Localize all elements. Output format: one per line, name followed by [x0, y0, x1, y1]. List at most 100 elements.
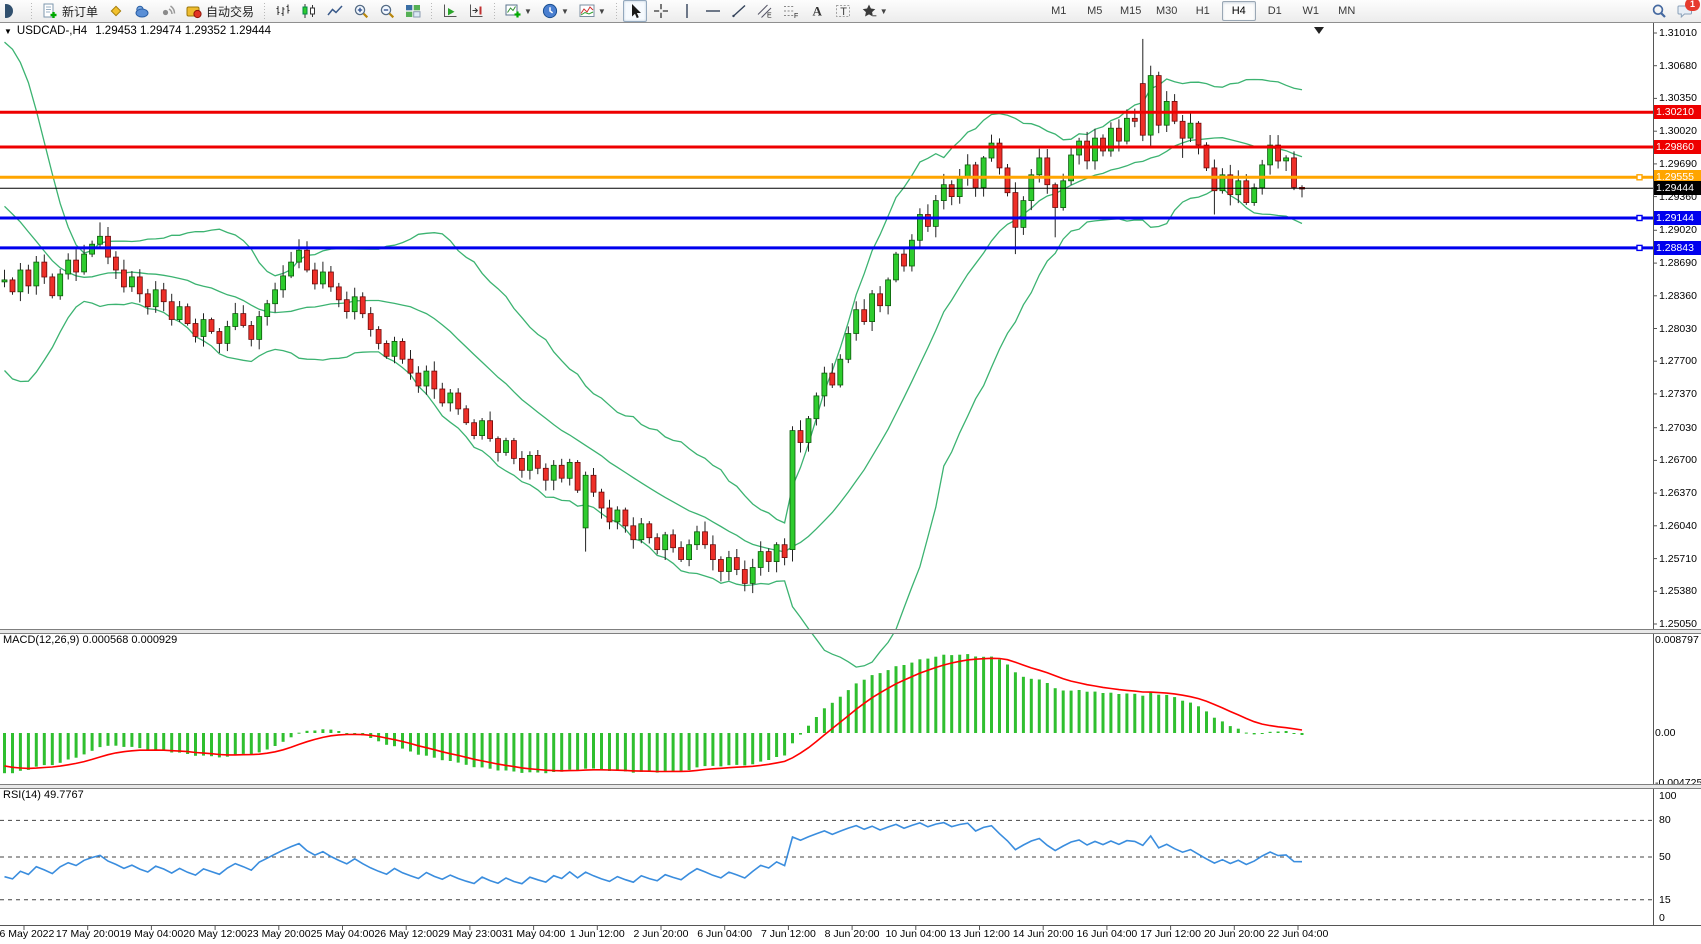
hline-button[interactable]	[701, 0, 725, 22]
price-tick-label: 1.25380	[1659, 585, 1697, 598]
time-tick-label: 20 May 12:00	[183, 928, 247, 940]
rsi-tick-label: 15	[1659, 893, 1671, 906]
timeframe-h4[interactable]: H4	[1221, 1, 1256, 21]
arrows-button[interactable]: ▼	[857, 0, 892, 22]
notification-badge: 1	[1685, 0, 1700, 11]
timeframe-h1[interactable]: H1	[1195, 5, 1210, 17]
rsi-tick-label: 50	[1659, 851, 1671, 863]
chart-title: ▼ USDCAD-,H4 1.29453 1.29474 1.29352 1.294…	[4, 25, 271, 37]
toolbar-grip[interactable]	[29, 3, 34, 19]
chevron-down-icon[interactable]: ▼	[597, 6, 606, 16]
svg-text:F: F	[794, 13, 798, 19]
timeframe-group: M1 M5 M15 M30 H1 H4 D1 W1 MN	[1041, 1, 1365, 21]
chart-shift-marker-icon[interactable]	[1314, 27, 1324, 34]
time-tick-label: 19 May 04:00	[119, 928, 184, 940]
clock-icon	[542, 3, 558, 19]
time-tick-label: 23 May 20:00	[246, 928, 311, 940]
toolbar-grip[interactable]	[262, 3, 268, 19]
indicators-button[interactable]: ▼	[575, 0, 610, 22]
timeframe-mn[interactable]: MN	[1338, 5, 1356, 17]
candles-icon	[302, 4, 316, 18]
profiles-button[interactable]: ▼	[538, 0, 573, 22]
price-tick-label: 1.30350	[1659, 92, 1697, 105]
timeframe-w1[interactable]: W1	[1302, 5, 1319, 17]
search-button[interactable]	[1647, 0, 1671, 22]
clipped-icon	[5, 4, 13, 18]
auto-scroll-button[interactable]	[438, 0, 462, 22]
hline-price-badge: 1.29860	[1654, 140, 1701, 154]
line-icon	[327, 5, 343, 16]
macd-tick-label: 0.00	[1655, 727, 1676, 739]
line-chart-button[interactable]	[323, 0, 347, 22]
collapse-caret-icon[interactable]: ▼	[4, 27, 12, 36]
time-tick-label: 31 May 04:00	[501, 928, 566, 940]
search-icon	[1652, 4, 1666, 18]
timeframe-d1[interactable]: D1	[1267, 5, 1282, 17]
time-tick-label: 20 Jun 20:00	[1203, 928, 1265, 940]
toolbar-grip[interactable]	[492, 3, 498, 19]
timeframe-m1[interactable]: M1	[1051, 5, 1067, 17]
auto-trading-button[interactable]: 自动交易	[182, 0, 258, 22]
vline-icon	[686, 4, 688, 18]
zoom-out-button[interactable]	[375, 0, 399, 22]
tile-windows-button[interactable]	[401, 0, 425, 22]
time-tick-label: 29 May 23:00	[438, 928, 502, 940]
bar-chart-button[interactable]	[271, 0, 295, 22]
hline-price-badge: 1.28843	[1654, 240, 1701, 255]
hline-price-badge: 1.29144	[1654, 211, 1701, 225]
toolbar-right: 1	[1646, 0, 1700, 22]
vline-button[interactable]	[675, 0, 699, 22]
chevron-down-icon[interactable]: ▼	[524, 6, 532, 16]
time-tick-label: 26 May 12:00	[374, 928, 438, 940]
auto-trade-icon	[186, 6, 202, 19]
macd-label: MACD(12,26,9) 0.000568 0.000929	[3, 634, 178, 646]
notifications-button[interactable]: 1	[1673, 0, 1700, 22]
timeframe-m5[interactable]: M5	[1087, 5, 1103, 17]
price-tick-label: 1.29020	[1659, 224, 1697, 237]
trendline-button[interactable]	[727, 0, 751, 22]
rsi-tick-label: 100	[1659, 790, 1677, 802]
time-tick-label: 22 Jun 04:00	[1267, 928, 1329, 940]
clipped-button[interactable]	[1, 0, 25, 22]
new-order-button-label: 新订单	[62, 4, 99, 19]
candle-chart-button[interactable]	[297, 0, 321, 22]
label-button[interactable]: T	[831, 0, 855, 22]
time-tick-label: 6 Jun 04:00	[697, 928, 753, 940]
pane-separator-rsi[interactable]	[0, 784, 1701, 789]
channel-button[interactable]: E	[753, 0, 777, 22]
time-tick-label: 10 Jun 04:00	[885, 928, 947, 940]
timeframe-m30[interactable]: M30	[1156, 5, 1178, 17]
pane-separator-macd[interactable]	[0, 629, 1701, 634]
horizontal-lines[interactable]	[0, 110, 1653, 252]
hline-handle[interactable]	[1636, 174, 1643, 181]
crosshair-button[interactable]	[649, 0, 673, 22]
signals-button[interactable]	[156, 0, 180, 22]
symbol-period: USDCAD-,H4	[16, 25, 88, 37]
crosshair-icon	[653, 4, 668, 18]
timeframe-m15[interactable]: M15	[1120, 5, 1142, 17]
zoom-in-button[interactable]	[349, 0, 373, 22]
hline-handle[interactable]	[1636, 214, 1643, 222]
cursor-button[interactable]	[622, 0, 647, 22]
hline-handle[interactable]	[1636, 244, 1643, 252]
chart-shift-button[interactable]	[464, 0, 488, 22]
candles	[1, 38, 1305, 594]
price-tick-label: 1.26040	[1659, 519, 1697, 532]
price-tick-label: 1.28360	[1659, 289, 1697, 302]
toolbar-grip[interactable]	[429, 3, 435, 19]
new-chart-button[interactable]: ▼	[501, 0, 536, 22]
toolbar-grip[interactable]	[613, 3, 619, 19]
market-watch-button[interactable]	[104, 0, 128, 22]
new-order-button[interactable]: 新订单	[38, 0, 102, 22]
chevron-down-icon[interactable]: ▼	[879, 6, 888, 16]
text-a-icon: A	[812, 4, 822, 19]
community-button[interactable]	[130, 0, 154, 22]
time-tick-label: 17 Jun 12:00	[1140, 928, 1201, 940]
text-button[interactable]: A	[805, 0, 829, 22]
chevron-down-icon[interactable]: ▼	[560, 6, 569, 16]
indicator-icon	[579, 4, 595, 17]
fibonacci-button[interactable]: F	[779, 0, 803, 22]
price-axis[interactable]: 1.31010 1.30680 1.30350 1.30020 1.29690 1.293…	[1653, 22, 1701, 925]
